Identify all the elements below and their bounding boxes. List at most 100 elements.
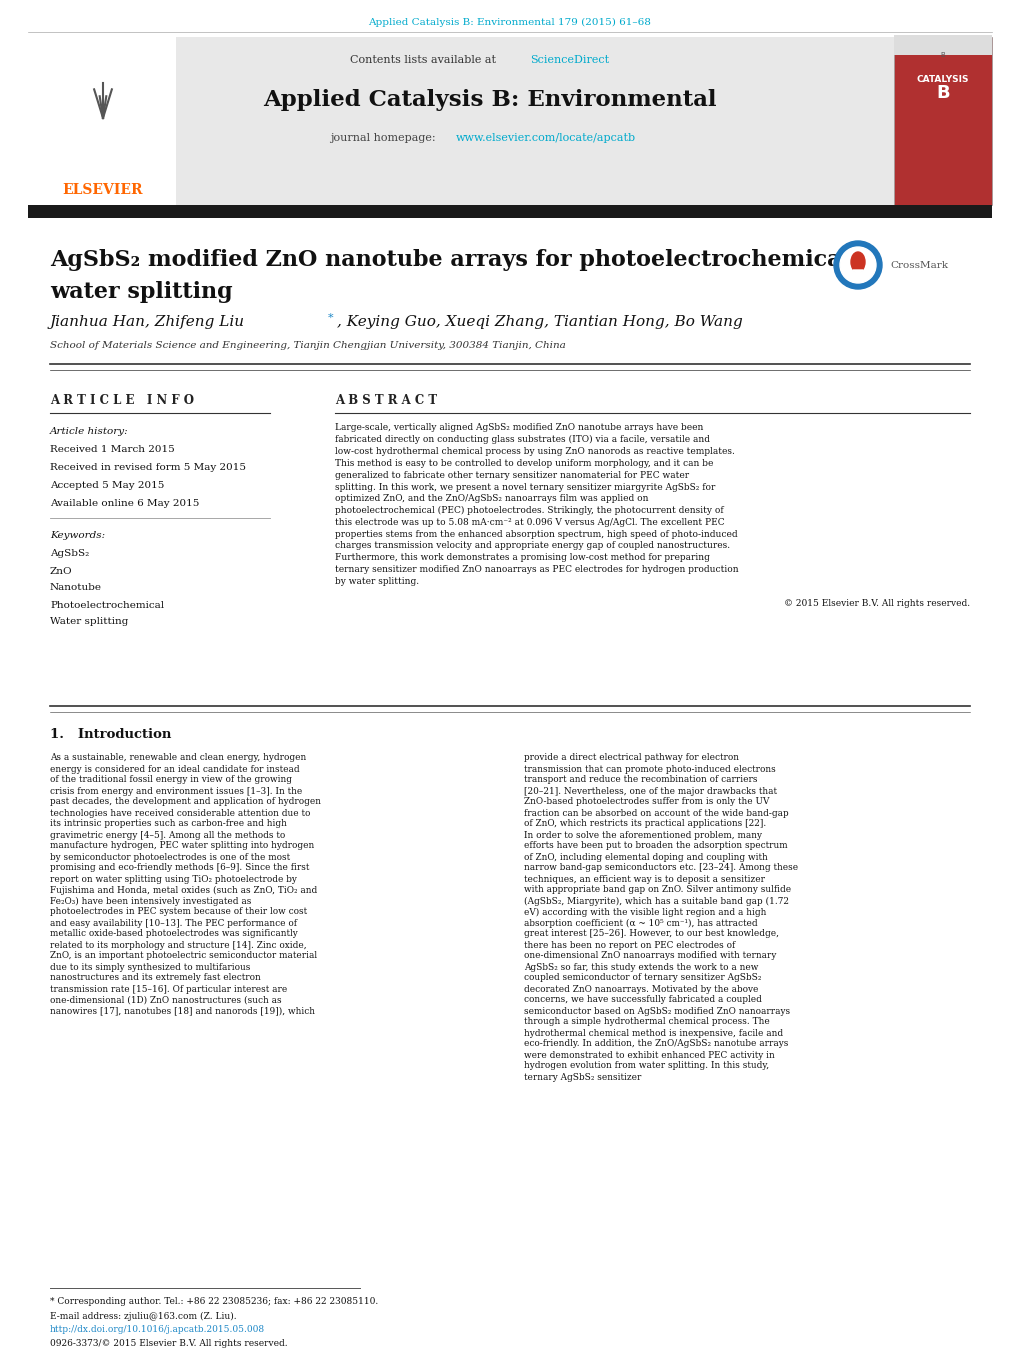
Bar [28, 36, 893, 205]
Text: Available online 6 May 2015: Available online 6 May 2015 [50, 500, 199, 508]
Text: Large-scale, vertically aligned AgSbS₂ modified ZnO nanotube arrays have been: Large-scale, vertically aligned AgSbS₂ m… [334, 423, 703, 432]
Ellipse shape [850, 253, 864, 272]
Text: Applied Catalysis B: Environmental: Applied Catalysis B: Environmental [263, 89, 716, 111]
Text: charges transmission velocity and appropriate energy gap of coupled nanostructur: charges transmission velocity and approp… [334, 542, 730, 550]
Text: related to its morphology and structure [14]. Zinc oxide,: related to its morphology and structure … [50, 940, 307, 950]
Text: This method is easy to be controlled to develop uniform morphology, and it can b: This method is easy to be controlled to … [334, 459, 712, 467]
Text: metallic oxide-based photoelectrodes was significantly: metallic oxide-based photoelectrodes was… [50, 929, 298, 939]
Circle shape [840, 247, 875, 282]
Text: AgSbS₂: AgSbS₂ [50, 550, 90, 558]
Text: A R T I C L E   I N F O: A R T I C L E I N F O [50, 393, 194, 407]
Text: Accepted 5 May 2015: Accepted 5 May 2015 [50, 481, 164, 490]
Text: Keywords:: Keywords: [50, 531, 105, 540]
Text: one-dimensional ZnO nanoarrays modified with ternary: one-dimensional ZnO nanoarrays modified … [524, 951, 775, 961]
Text: of the traditional fossil energy in view of the growing: of the traditional fossil energy in view… [50, 775, 291, 785]
Text: Photoelectrochemical: Photoelectrochemical [50, 600, 164, 609]
Text: there has been no report on PEC electrodes of: there has been no report on PEC electrod… [524, 940, 735, 950]
Text: past decades, the development and application of hydrogen: past decades, the development and applic… [50, 797, 321, 807]
Text: by semiconductor photoelectrodes is one of the most: by semiconductor photoelectrodes is one … [50, 852, 289, 862]
Text: Received 1 March 2015: Received 1 March 2015 [50, 446, 174, 454]
Text: low-cost hydrothermal chemical process by using ZnO nanorods as reactive templat: low-cost hydrothermal chemical process b… [334, 447, 734, 457]
Text: 0926-3373/© 2015 Elsevier B.V. All rights reserved.: 0926-3373/© 2015 Elsevier B.V. All right… [50, 1339, 287, 1348]
Text: E-mail address: zjuliu@163.com (Z. Liu).: E-mail address: zjuliu@163.com (Z. Liu). [50, 1312, 236, 1320]
Text: http://dx.doi.org/10.1016/j.apcatb.2015.05.008: http://dx.doi.org/10.1016/j.apcatb.2015.… [50, 1325, 265, 1335]
Circle shape [834, 240, 881, 289]
Text: Fujishima and Honda, metal oxides (such as ZnO, TiO₂ and: Fujishima and Honda, metal oxides (such … [50, 885, 317, 894]
Text: Contents lists available at: Contents lists available at [350, 55, 499, 65]
Text: hydrothermal chemical method is inexpensive, facile and: hydrothermal chemical method is inexpens… [524, 1028, 783, 1038]
Text: its intrinsic properties such as carbon-free and high: its intrinsic properties such as carbon-… [50, 820, 286, 828]
Text: efforts have been put to broaden the adsorption spectrum: efforts have been put to broaden the ads… [524, 842, 787, 851]
Text: In order to solve the aforementioned problem, many: In order to solve the aforementioned pro… [524, 831, 761, 839]
Text: (AgSbS₂, Miargyrite), which has a suitable band gap (1.72: (AgSbS₂, Miargyrite), which has a suitab… [524, 897, 789, 905]
Text: www.elsevier.com/locate/apcatb: www.elsevier.com/locate/apcatb [455, 132, 636, 143]
Text: ZnO, is an important photoelectric semiconductor material: ZnO, is an important photoelectric semic… [50, 951, 317, 961]
Text: decorated ZnO nanoarrays. Motivated by the above: decorated ZnO nanoarrays. Motivated by t… [524, 985, 758, 993]
Text: due to its simply synthesized to multifarious: due to its simply synthesized to multifa… [50, 962, 250, 971]
Text: one-dimensional (1D) ZnO nanostructures (such as: one-dimensional (1D) ZnO nanostructures … [50, 996, 281, 1005]
Text: coupled semiconductor of ternary sensitizer AgSbS₂: coupled semiconductor of ternary sensiti… [524, 974, 760, 982]
Text: were demonstrated to exhibit enhanced PEC activity in: were demonstrated to exhibit enhanced PE… [524, 1051, 774, 1059]
Text: journal homepage:: journal homepage: [330, 132, 439, 143]
Text: nanowires [17], nanotubes [18] and nanorods [19]), which: nanowires [17], nanotubes [18] and nanor… [50, 1006, 315, 1016]
Text: Received in revised form 5 May 2015: Received in revised form 5 May 2015 [50, 463, 246, 473]
Text: absorption coefficient (α ~ 10⁵ cm⁻¹), has attracted: absorption coefficient (α ~ 10⁵ cm⁻¹), h… [524, 919, 757, 928]
Text: Furthermore, this work demonstrates a promising low-cost method for preparing: Furthermore, this work demonstrates a pr… [334, 554, 709, 562]
Text: provide a direct electrical pathway for electron: provide a direct electrical pathway for … [524, 754, 739, 762]
Text: nanostructures and its extremely fast electron: nanostructures and its extremely fast el… [50, 974, 261, 982]
Text: A B S T R A C T: A B S T R A C T [334, 393, 437, 407]
Text: As a sustainable, renewable and clean energy, hydrogen: As a sustainable, renewable and clean en… [50, 754, 306, 762]
Bar [28, 205, 991, 218]
Text: ternary sensitizer modified ZnO nanoarrays as PEC electrodes for hydrogen produc: ternary sensitizer modified ZnO nanoarra… [334, 565, 738, 574]
Text: crisis from energy and environment issues [1–3]. In the: crisis from energy and environment issue… [50, 786, 302, 796]
Text: Water splitting: Water splitting [50, 617, 128, 627]
Text: gravimetric energy [4–5]. Among all the methods to: gravimetric energy [4–5]. Among all the … [50, 831, 285, 839]
Text: narrow band-gap semiconductors etc. [23–24]. Among these: narrow band-gap semiconductors etc. [23–… [524, 863, 797, 873]
Text: promising and eco-friendly methods [6–9]. Since the first: promising and eco-friendly methods [6–9]… [50, 863, 309, 873]
Text: 1.   Introduction: 1. Introduction [50, 728, 171, 742]
Text: techniques, an efficient way is to deposit a sensitizer: techniques, an efficient way is to depos… [524, 874, 764, 884]
Text: water splitting: water splitting [50, 281, 232, 303]
Text: photoelectrochemical (PEC) photoelectrodes. Strikingly, the photocurrent density: photoelectrochemical (PEC) photoelectrod… [334, 507, 722, 515]
Text: hydrogen evolution from water splitting. In this study,: hydrogen evolution from water splitting.… [524, 1062, 768, 1070]
Text: CATALYSIS: CATALYSIS [916, 76, 968, 85]
Text: ZnO: ZnO [50, 566, 72, 576]
Text: technologies have received considerable attention due to: technologies have received considerable … [50, 808, 310, 817]
Text: fabricated directly on conducting glass substrates (ITO) via a facile, versatile: fabricated directly on conducting glass … [334, 435, 709, 444]
Text: great interest [25–26]. However, to our best knowledge,: great interest [25–26]. However, to our … [524, 929, 779, 939]
Text: School of Materials Science and Engineering, Tianjin Chengjian University, 30038: School of Materials Science and Engineer… [50, 342, 566, 350]
Text: fraction can be absorbed on account of the wide band-gap: fraction can be absorbed on account of t… [524, 808, 788, 817]
Text: transport and reduce the recombination of carriers: transport and reduce the recombination o… [524, 775, 757, 785]
Text: Jianhua Han, Zhifeng Liu: Jianhua Han, Zhifeng Liu [50, 315, 245, 330]
Text: photoelectrodes in PEC system because of their low cost: photoelectrodes in PEC system because of… [50, 908, 307, 916]
Text: ELSEVIER: ELSEVIER [63, 182, 143, 197]
Text: , Keying Guo, Xueqi Zhang, Tiantian Hong, Bo Wang: , Keying Guo, Xueqi Zhang, Tiantian Hong… [336, 315, 742, 330]
Text: energy is considered for an ideal candidate for instead: energy is considered for an ideal candid… [50, 765, 300, 774]
Text: by water splitting.: by water splitting. [334, 577, 419, 586]
Text: ternary AgSbS₂ sensitizer: ternary AgSbS₂ sensitizer [524, 1073, 641, 1082]
Text: AgSbS₂ so far, this study extends the work to a new: AgSbS₂ so far, this study extends the wo… [524, 962, 758, 971]
Text: properties stems from the enhanced absorption spectrum, high speed of photo-indu: properties stems from the enhanced absor… [334, 530, 737, 539]
Text: Applied Catalysis B: Environmental 179 (2015) 61–68: Applied Catalysis B: Environmental 179 (… [368, 18, 651, 27]
Text: Nanotube: Nanotube [50, 584, 102, 593]
Text: transmission rate [15–16]. Of particular interest are: transmission rate [15–16]. Of particular… [50, 985, 287, 993]
Text: *: * [328, 313, 333, 323]
Text: B: B [935, 84, 949, 101]
Bar [28, 36, 176, 205]
Text: and easy availability [10–13]. The PEC performance of: and easy availability [10–13]. The PEC p… [50, 919, 297, 928]
Text: © 2015 Elsevier B.V. All rights reserved.: © 2015 Elsevier B.V. All rights reserved… [784, 598, 969, 608]
Text: with appropriate band gap on ZnO. Silver antimony sulfide: with appropriate band gap on ZnO. Silver… [524, 885, 791, 894]
Bar [893, 36, 991, 205]
Text: transmission that can promote photo-induced electrons: transmission that can promote photo-indu… [524, 765, 775, 774]
Text: of ZnO, which restricts its practical applications [22].: of ZnO, which restricts its practical ap… [524, 820, 765, 828]
Text: of ZnO, including elemental doping and coupling with: of ZnO, including elemental doping and c… [524, 852, 767, 862]
Text: AgSbS₂ modified ZnO nanotube arrays for photoelectrochemical: AgSbS₂ modified ZnO nanotube arrays for … [50, 249, 849, 272]
Text: Article history:: Article history: [50, 427, 128, 436]
Text: manufacture hydrogen, PEC water splitting into hydrogen: manufacture hydrogen, PEC water splittin… [50, 842, 314, 851]
Text: generalized to fabricate other ternary sensitizer nanomaterial for PEC water: generalized to fabricate other ternary s… [334, 470, 689, 480]
Polygon shape [852, 270, 862, 277]
Text: ZnO-based photoelectrodes suffer from is only the UV: ZnO-based photoelectrodes suffer from is… [524, 797, 768, 807]
Text: splitting. In this work, we present a novel ternary sensitizer miargyrite AgSbS₂: splitting. In this work, we present a no… [334, 482, 714, 492]
Text: through a simple hydrothermal chemical process. The: through a simple hydrothermal chemical p… [524, 1017, 769, 1027]
Text: this electrode was up to 5.08 mA·cm⁻² at 0.096 V versus Ag/AgCl. The excellent P: this electrode was up to 5.08 mA·cm⁻² at… [334, 517, 723, 527]
